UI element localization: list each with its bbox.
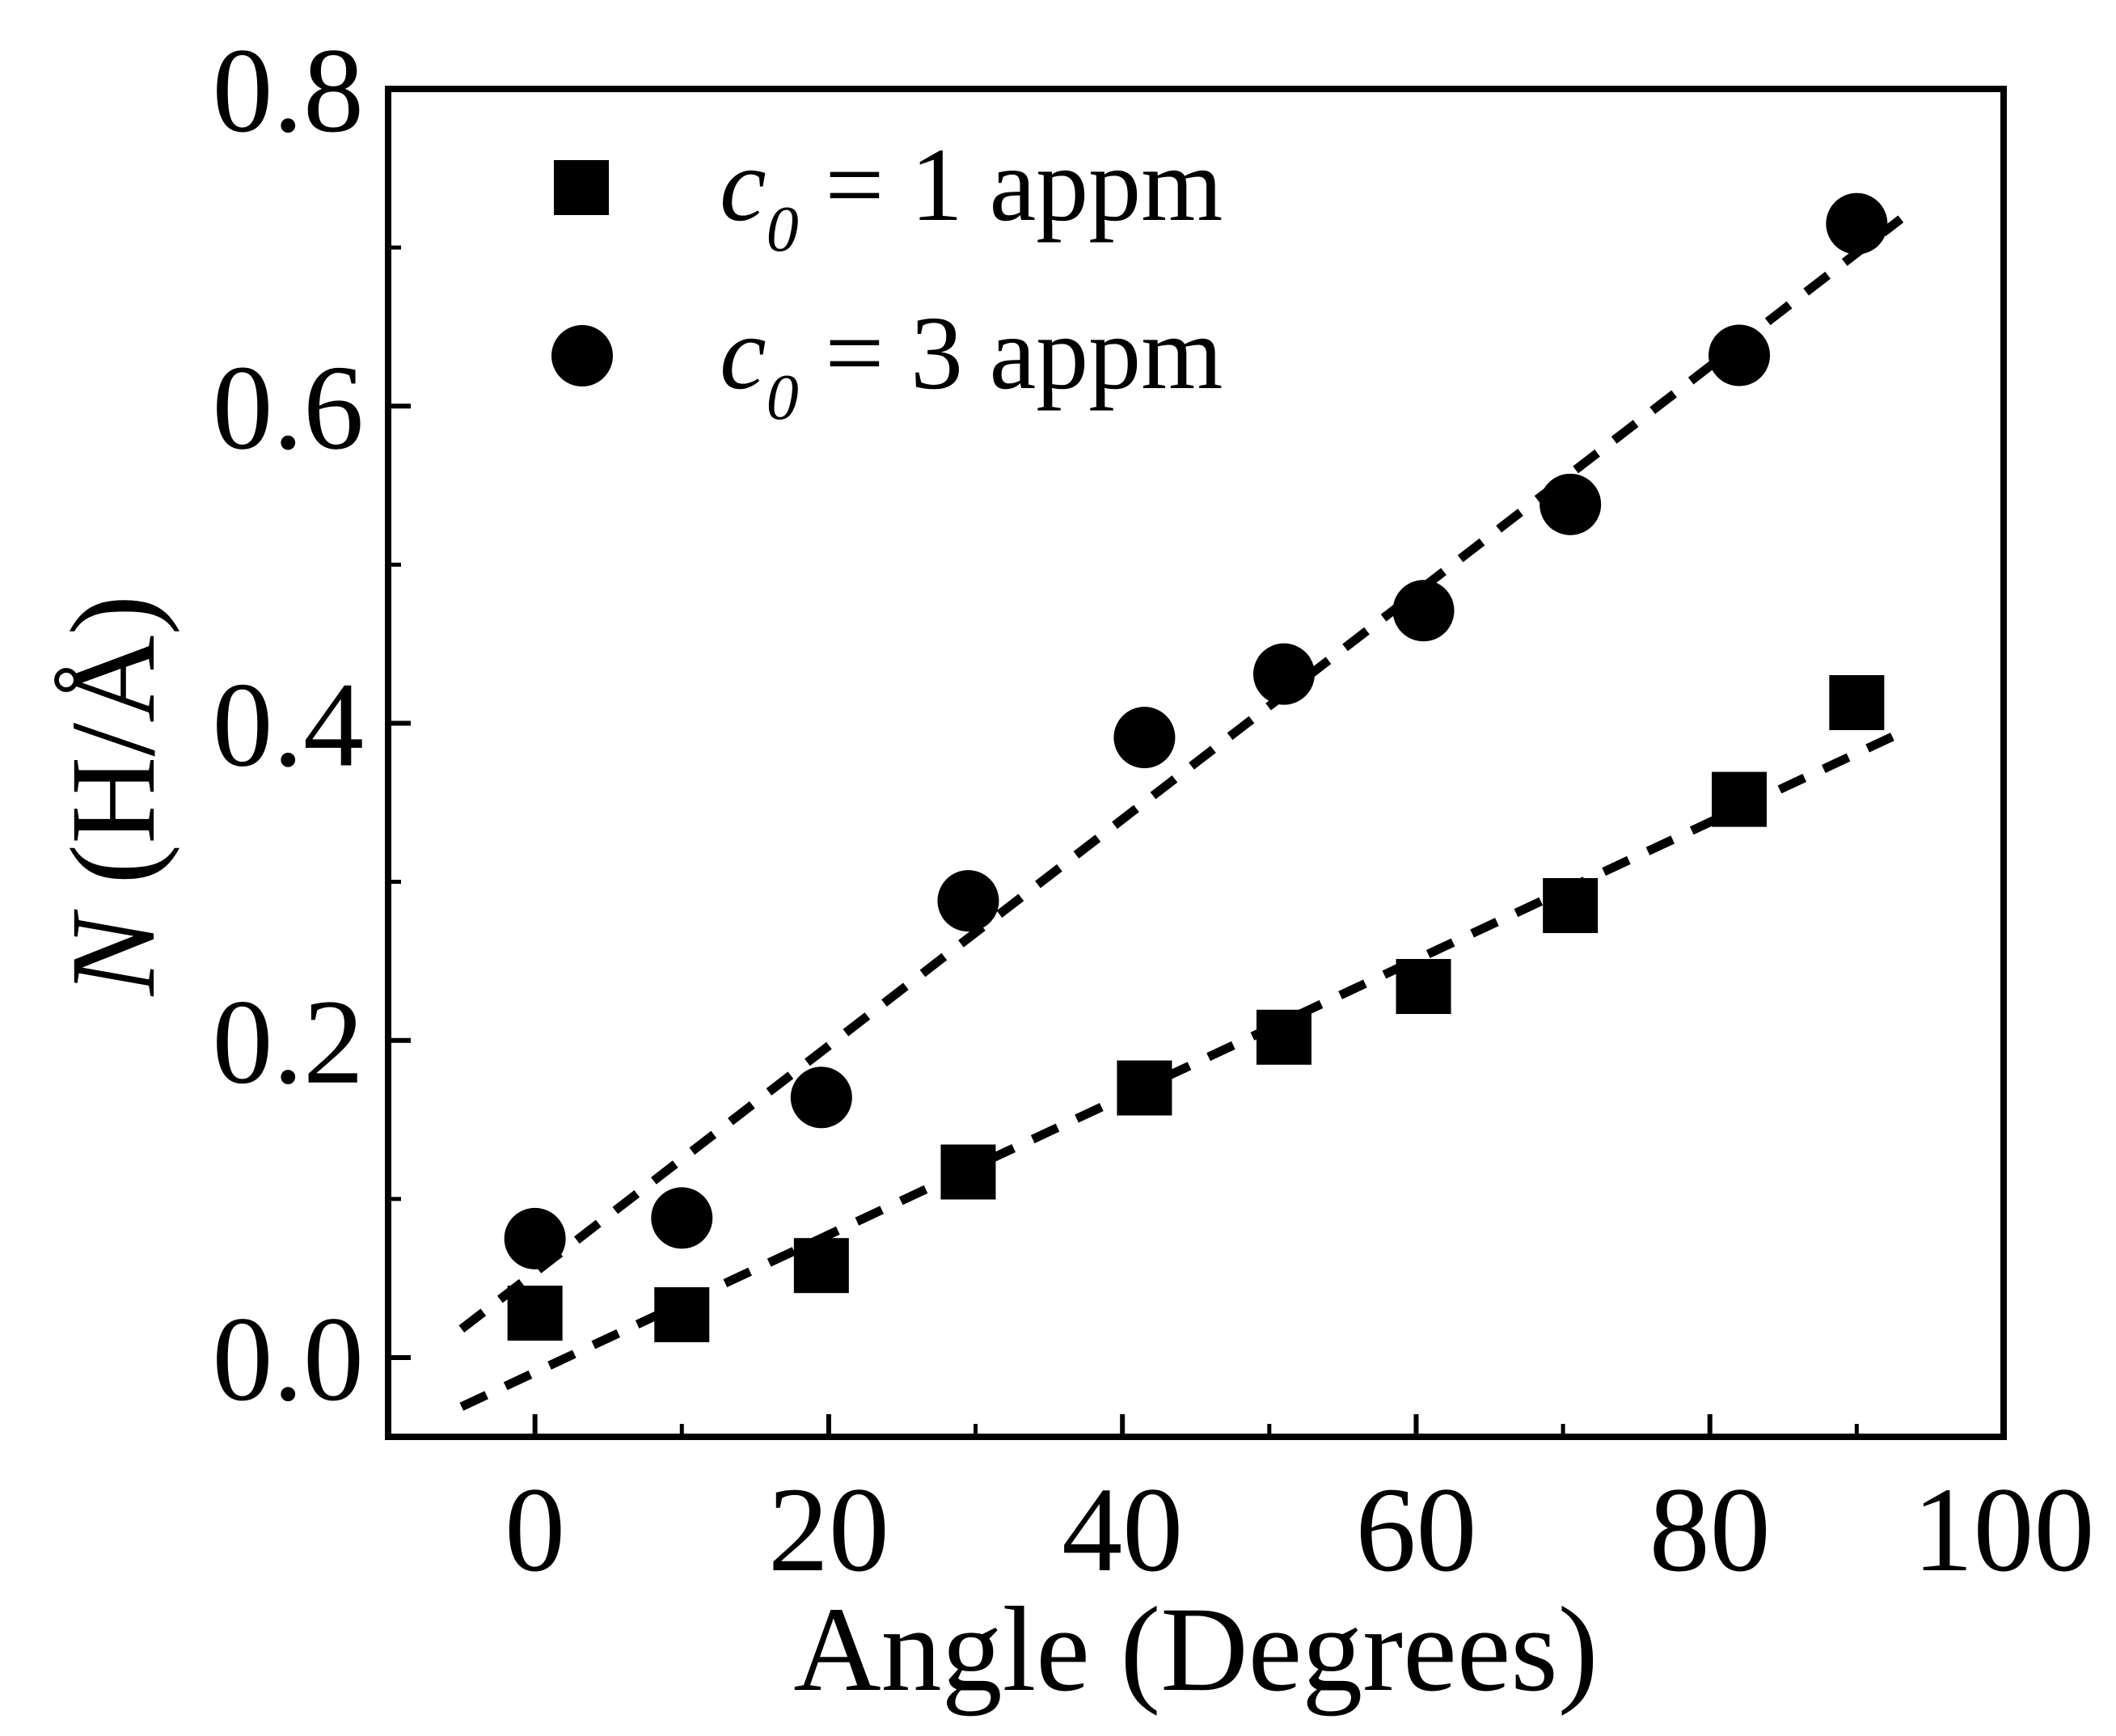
data-point-square — [507, 1286, 563, 1341]
data-point-square — [1396, 959, 1451, 1015]
legend-label: = 1 appm — [799, 127, 1223, 243]
legend-marker-circle — [551, 325, 613, 386]
legend-subscript: 0 — [767, 194, 799, 265]
tick-labels: 0 20 40 60 80 100 0.0 0.2 0.4 0.6 0.8 — [213, 23, 2095, 1597]
y-tick-label: 0.6 — [213, 340, 365, 475]
y-axis-symbol: N — [46, 909, 180, 997]
plot-frame — [385, 86, 2007, 1440]
legend-symbol: c — [720, 127, 767, 243]
x-axis-title: Angle (Degrees) — [793, 1582, 1598, 1717]
data-point-square — [1256, 1009, 1311, 1065]
data-point-circle — [1708, 324, 1771, 386]
ticks — [388, 87, 2006, 1437]
data-point-square — [1829, 674, 1885, 730]
x-tick-label: 0 — [505, 1463, 565, 1597]
data-point-square — [1712, 771, 1768, 827]
y-tick-label: 0.2 — [213, 975, 365, 1109]
legend-entry-1: c0 = 1 appm — [720, 127, 1223, 265]
axes — [385, 86, 2007, 1440]
data-point-circle — [937, 870, 999, 932]
y-axis-unit: (H/Å) — [46, 595, 180, 915]
axis-titles: Angle (Degrees) N (H/Å) — [46, 595, 1599, 1717]
data-point-circle — [1826, 192, 1888, 255]
data-point-square — [793, 1238, 849, 1294]
data-point-square — [1543, 878, 1599, 934]
data-point-circle — [1539, 473, 1602, 535]
data-point-circle — [1113, 707, 1176, 769]
y-axis-title: N (H/Å) — [46, 595, 180, 998]
data-point-circle — [504, 1207, 566, 1269]
data-point-circle — [1252, 643, 1315, 705]
y-tick-label: 0.4 — [213, 657, 365, 792]
x-tick-label: 20 — [768, 1463, 889, 1597]
data-points — [504, 192, 1888, 1342]
x-tick-label: 100 — [1913, 1463, 2095, 1597]
legend: c0 = 1 appm c0 = 3 appm — [551, 127, 1223, 433]
legend-subscript: 0 — [767, 362, 799, 433]
data-point-circle — [790, 1067, 852, 1129]
data-point-square — [654, 1286, 710, 1342]
legend-entry-2: c0 = 3 appm — [720, 295, 1223, 433]
y-tick-label: 0.0 — [213, 1292, 365, 1426]
data-point-circle — [651, 1187, 713, 1249]
fit-line-2 — [458, 215, 1904, 1333]
x-tick-label: 60 — [1355, 1463, 1476, 1597]
legend-marker-square — [554, 160, 609, 215]
x-tick-label: 80 — [1649, 1463, 1771, 1597]
legend-symbol: c — [720, 295, 767, 412]
y-tick-label: 0.8 — [213, 23, 365, 158]
data-point-square — [940, 1144, 996, 1200]
legend-label: = 3 appm — [799, 295, 1223, 412]
x-tick-label: 40 — [1062, 1463, 1183, 1597]
data-point-circle — [1392, 580, 1455, 642]
data-point-square — [1117, 1060, 1172, 1116]
